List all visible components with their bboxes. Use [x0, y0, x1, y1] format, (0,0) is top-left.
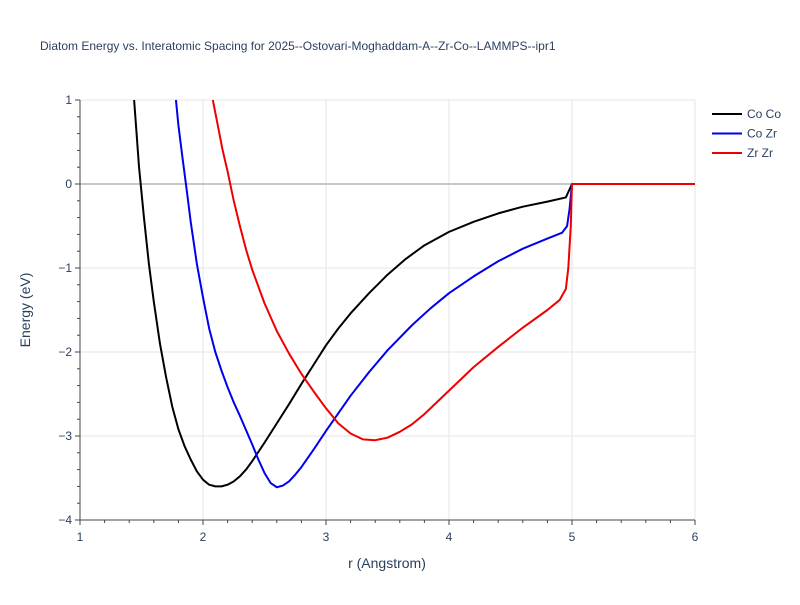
y-tick-label: −2: [58, 345, 72, 359]
x-tick-label: 1: [77, 530, 84, 544]
legend-label: Co Zr: [747, 127, 777, 141]
legend-label: Co Co: [747, 107, 781, 121]
series-line-zr-zr: [211, 100, 695, 442]
legend[interactable]: Co Co Co Zr Zr Zr: [712, 107, 781, 160]
legend-label: Zr Zr: [747, 146, 773, 160]
series-layer: [133, 100, 695, 489]
legend-item-co-co[interactable]: Co Co: [712, 107, 781, 121]
x-axis-label: r (Angstrom): [348, 555, 426, 571]
y-tick-label: −4: [58, 513, 72, 527]
y-tick-label: 0: [65, 177, 72, 191]
x-tick-label: 4: [446, 530, 453, 544]
x-tick-label: 3: [323, 530, 330, 544]
x-tick-label: 5: [569, 530, 576, 544]
axes-layer: 1 2 3 4 5 6 1 0 −1 −2 −3 −4: [58, 93, 698, 544]
series-line-co-co: [133, 100, 695, 488]
y-tick-label: −1: [58, 261, 72, 275]
legend-item-co-zr[interactable]: Co Zr: [712, 127, 777, 141]
y-tick-label: −3: [58, 429, 72, 443]
y-tick-label: 1: [65, 93, 72, 107]
grid-layer: [80, 99, 696, 520]
x-tick-label: 2: [200, 530, 207, 544]
legend-item-zr-zr[interactable]: Zr Zr: [712, 146, 773, 160]
series-line-co-zr: [174, 100, 695, 489]
x-tick-label: 6: [692, 530, 699, 544]
chart-title: Diatom Energy vs. Interatomic Spacing fo…: [40, 39, 556, 53]
y-axis-label: Energy (eV): [17, 273, 33, 348]
